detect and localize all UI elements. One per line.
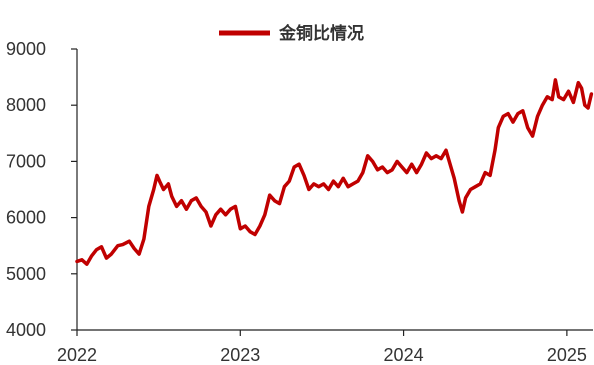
y-tick-label: 9000 (6, 39, 46, 59)
y-tick-label: 6000 (6, 208, 46, 228)
y-tick-label: 7000 (6, 151, 46, 171)
series-group (75, 78, 594, 266)
series-line (75, 78, 594, 266)
y-tick-label: 8000 (6, 95, 46, 115)
x-tick-label: 2022 (57, 345, 97, 365)
y-tick-label: 5000 (6, 264, 46, 284)
x-tick-label: 2025 (547, 345, 587, 365)
y-axis-ticks: 4000 5000 6000 7000 8000 9000 (6, 39, 77, 340)
legend: 金铜比情况 (219, 23, 364, 43)
y-tick-label: 4000 (6, 320, 46, 340)
legend-label: 金铜比情况 (278, 23, 364, 43)
x-axis-ticks: 2022 2023 2024 2025 (57, 330, 587, 365)
x-tick-label: 2023 (220, 345, 260, 365)
x-tick-label: 2024 (384, 345, 424, 365)
axes (76, 49, 593, 331)
